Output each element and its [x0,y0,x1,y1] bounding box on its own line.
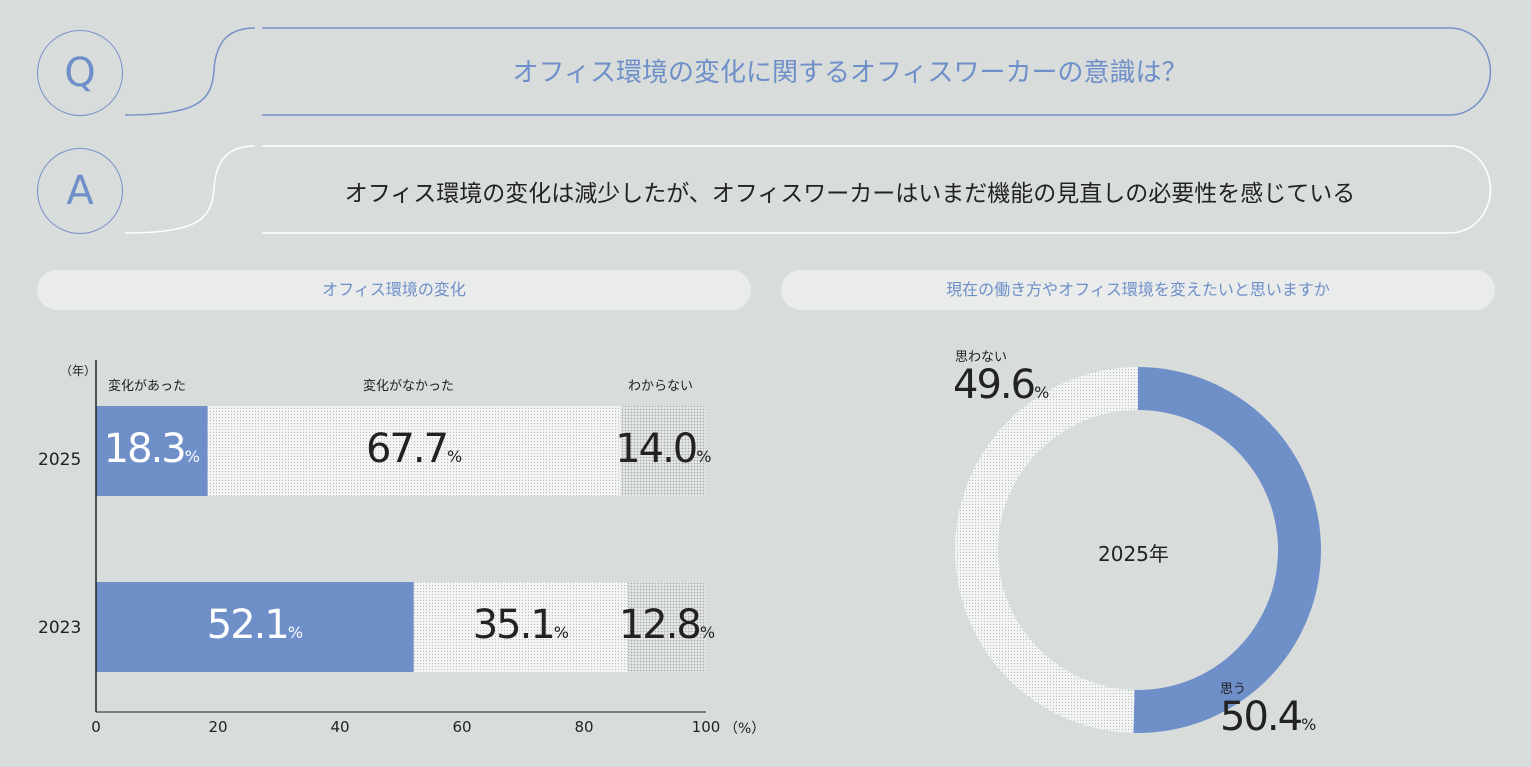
question-text: オフィス環境の変化に関するオフィスワーカーの意識は？ [512,58,1188,88]
x-tick: 20 [208,718,228,736]
bar-2025-0 [96,406,208,496]
x-tick: 0 [91,718,101,736]
x-tick: 60 [452,718,472,736]
legend-unknown: わからない [628,379,694,394]
bar-value-label: 67.7% [365,426,463,472]
bar-chart-title: オフィス環境の変化 [37,270,751,310]
donut-center-label: 2025年 [1098,542,1169,566]
question-badge: Q [37,30,123,116]
x-tick: 100 [691,718,721,736]
bar-value-label: 35.1% [472,602,569,648]
donut-chart-title: 現在の働き方やオフィス環境を変えたいと思いますか [781,270,1495,310]
donut-label-yes: 思う [1220,682,1247,697]
bar-2025-1 [207,406,621,496]
answer-badge: A [37,148,123,234]
donut-value-no: 49.6% [953,362,1050,408]
bar-value-label: 14.0% [615,426,712,472]
bar-value-label: 12.8% [618,602,716,648]
donut-label-no: 思わない [955,350,1008,365]
bar-2023-2 [627,582,706,672]
bar-2023-1 [413,582,628,672]
donut-slice-1 [955,366,1138,733]
x-tick: 80 [574,718,594,736]
bar-value-label: 18.3% [103,426,200,472]
donut-value-yes: 50.4% [1220,694,1317,740]
bar-2023-0 [96,582,414,672]
bar-2025-2 [620,406,706,496]
y-axis-label: （年） [60,364,97,378]
bar-value-label: 52.1% [206,602,304,648]
x-tick: 40 [330,718,350,736]
legend-changed: 変化があった [108,379,187,394]
category-2025: 2025 [38,450,82,470]
donut-slice-0 [1133,367,1322,733]
legend-unchanged: 変化がなかった [363,379,455,394]
category-2023: 2023 [38,618,82,638]
x-axis-unit: （%） [724,721,766,737]
answer-text: オフィス環境の変化は減少したが、オフィスワーカーはいまだ機能の見直しの必要性を感… [344,181,1356,207]
